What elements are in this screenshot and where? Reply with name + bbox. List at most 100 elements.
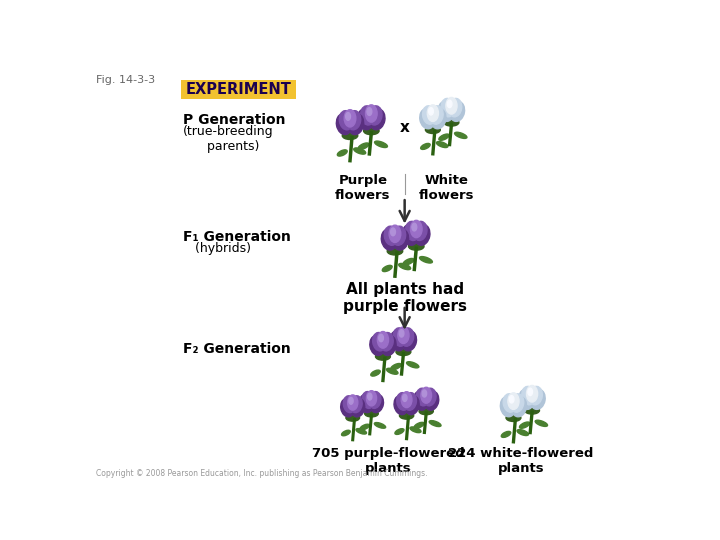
Ellipse shape	[346, 414, 359, 421]
Ellipse shape	[374, 422, 386, 428]
Ellipse shape	[336, 113, 352, 134]
Ellipse shape	[431, 109, 446, 129]
Ellipse shape	[423, 388, 436, 406]
Ellipse shape	[395, 429, 404, 434]
Text: All plants had
purple flowers: All plants had purple flowers	[343, 282, 467, 314]
Ellipse shape	[402, 224, 418, 245]
Ellipse shape	[529, 387, 542, 405]
Ellipse shape	[420, 109, 435, 129]
Ellipse shape	[407, 362, 419, 368]
Ellipse shape	[441, 98, 454, 117]
Ellipse shape	[366, 105, 377, 122]
Ellipse shape	[401, 392, 412, 408]
Ellipse shape	[400, 412, 414, 419]
Text: Purple
flowers: Purple flowers	[335, 174, 390, 202]
Ellipse shape	[380, 333, 393, 351]
Ellipse shape	[399, 264, 410, 269]
Ellipse shape	[423, 106, 436, 124]
Ellipse shape	[347, 111, 361, 130]
Ellipse shape	[374, 141, 387, 147]
Ellipse shape	[394, 395, 408, 415]
Ellipse shape	[341, 399, 354, 417]
Ellipse shape	[364, 410, 378, 417]
Text: White
flowers: White flowers	[419, 174, 474, 202]
Ellipse shape	[427, 105, 438, 122]
Ellipse shape	[387, 247, 402, 255]
Ellipse shape	[400, 328, 414, 346]
Ellipse shape	[449, 98, 462, 117]
Text: P Generation: P Generation	[183, 112, 286, 126]
Ellipse shape	[410, 220, 422, 238]
Ellipse shape	[382, 229, 397, 250]
Ellipse shape	[454, 132, 467, 138]
Ellipse shape	[359, 143, 369, 150]
Ellipse shape	[444, 119, 459, 126]
Ellipse shape	[500, 396, 516, 417]
Ellipse shape	[506, 414, 521, 421]
Ellipse shape	[399, 330, 404, 337]
Ellipse shape	[341, 430, 350, 436]
Ellipse shape	[439, 134, 449, 140]
Ellipse shape	[369, 109, 385, 130]
Ellipse shape	[370, 335, 385, 355]
Ellipse shape	[348, 113, 364, 134]
Ellipse shape	[526, 386, 538, 402]
Ellipse shape	[356, 429, 366, 434]
Ellipse shape	[535, 420, 547, 427]
Ellipse shape	[362, 392, 374, 408]
Ellipse shape	[364, 127, 379, 134]
Ellipse shape	[346, 112, 351, 120]
Ellipse shape	[342, 132, 358, 139]
Ellipse shape	[393, 328, 406, 346]
Ellipse shape	[413, 391, 428, 410]
Ellipse shape	[389, 225, 401, 242]
Ellipse shape	[408, 242, 424, 250]
Ellipse shape	[420, 256, 433, 263]
Ellipse shape	[519, 422, 530, 428]
Text: F₂ Generation: F₂ Generation	[183, 342, 291, 356]
Ellipse shape	[410, 427, 421, 433]
Ellipse shape	[416, 388, 429, 406]
Ellipse shape	[350, 396, 362, 413]
Ellipse shape	[530, 389, 545, 409]
Text: x: x	[400, 120, 410, 136]
Ellipse shape	[393, 229, 409, 250]
Ellipse shape	[376, 353, 390, 360]
Ellipse shape	[501, 431, 510, 437]
Ellipse shape	[509, 396, 514, 403]
Ellipse shape	[421, 387, 431, 403]
Ellipse shape	[446, 97, 457, 114]
Ellipse shape	[358, 109, 374, 130]
Ellipse shape	[391, 228, 395, 236]
Text: Fig. 14-3-3: Fig. 14-3-3	[96, 75, 156, 85]
Ellipse shape	[390, 330, 405, 351]
Ellipse shape	[387, 368, 398, 374]
Ellipse shape	[429, 421, 441, 427]
Ellipse shape	[405, 395, 419, 415]
Ellipse shape	[384, 226, 398, 245]
Ellipse shape	[424, 391, 438, 410]
Ellipse shape	[368, 393, 372, 400]
Text: 705 purple-flowered
plants: 705 purple-flowered plants	[312, 448, 464, 476]
Ellipse shape	[369, 392, 381, 408]
Ellipse shape	[519, 389, 534, 409]
Ellipse shape	[419, 408, 433, 415]
Ellipse shape	[436, 141, 448, 147]
FancyBboxPatch shape	[181, 80, 296, 99]
Ellipse shape	[511, 396, 526, 417]
Ellipse shape	[426, 126, 441, 133]
Ellipse shape	[412, 223, 417, 231]
Ellipse shape	[348, 395, 358, 410]
Text: (true-breeding
      parents): (true-breeding parents)	[183, 125, 274, 153]
Ellipse shape	[391, 363, 401, 370]
Text: EXPERIMENT: EXPERIMENT	[186, 82, 292, 97]
Ellipse shape	[343, 396, 356, 413]
Ellipse shape	[369, 394, 384, 413]
Ellipse shape	[428, 107, 433, 115]
Ellipse shape	[420, 144, 430, 150]
Ellipse shape	[404, 393, 416, 410]
Ellipse shape	[422, 390, 427, 397]
Ellipse shape	[351, 399, 365, 417]
Ellipse shape	[338, 150, 347, 156]
Ellipse shape	[367, 107, 372, 116]
